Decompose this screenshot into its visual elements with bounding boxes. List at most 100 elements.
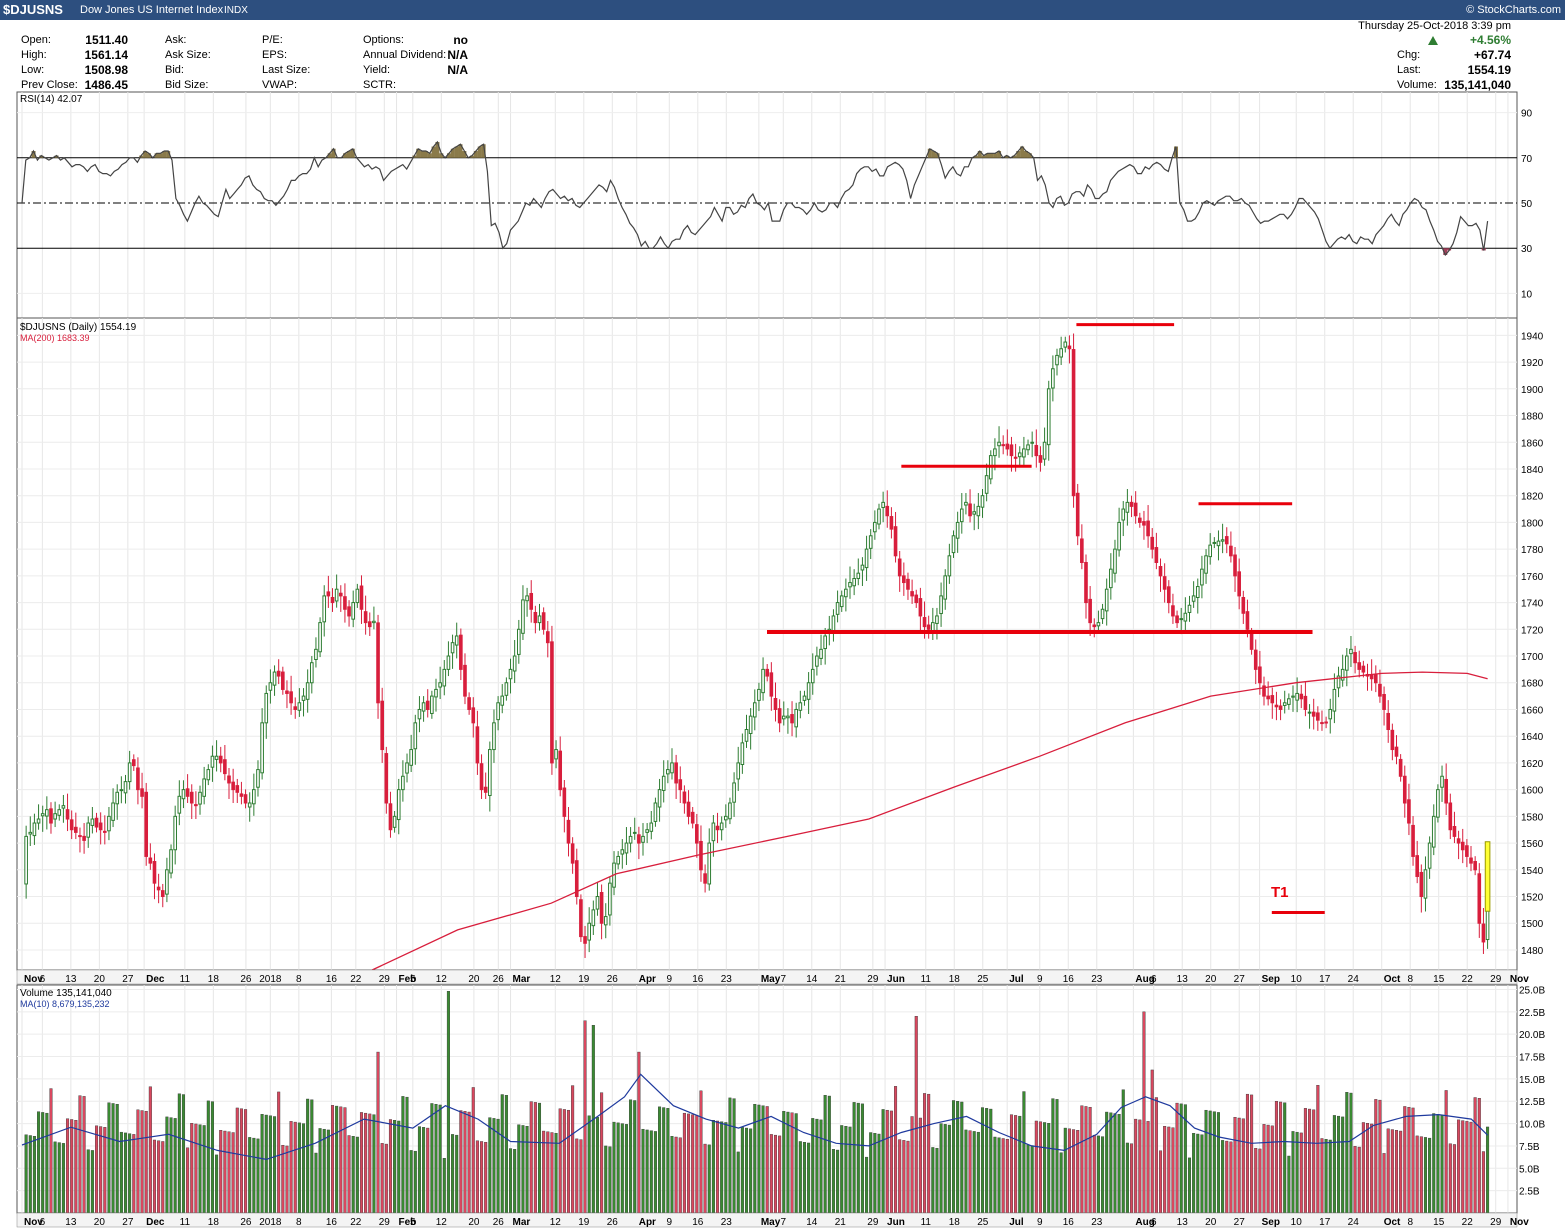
candle-body: [1216, 540, 1221, 547]
candle-body: [1373, 674, 1378, 684]
volume-bar: [674, 1136, 678, 1214]
volume-bar: [32, 1136, 36, 1214]
candle-body: [425, 700, 430, 710]
volume-bar: [711, 1120, 715, 1214]
candle-body: [1390, 729, 1395, 751]
candle-body: [28, 831, 33, 835]
candle-body: [682, 791, 687, 804]
volume-bar: [484, 1142, 488, 1214]
rsi-overbought-fill: [343, 153, 348, 158]
volume-bar: [99, 1126, 103, 1214]
candle-body: [1100, 608, 1105, 620]
volume-bar: [422, 1127, 426, 1214]
volume-bar: [1423, 1137, 1427, 1214]
candle-body: [140, 788, 144, 797]
last-value: 1554.19: [1467, 63, 1511, 77]
price-frame: [16, 317, 1518, 971]
volume-bar: [521, 1125, 525, 1214]
volume-bar: [1440, 1114, 1444, 1214]
volume-bar: [836, 1149, 840, 1214]
candle-body: [1034, 444, 1039, 457]
bid-size-label: Bid Size:: [165, 79, 209, 91]
volume-bar: [1018, 1115, 1022, 1214]
candle-body: [376, 622, 380, 704]
low-label: Low:: [21, 64, 45, 76]
candle-body: [305, 682, 310, 700]
candle-body: [504, 682, 509, 696]
rsi-overbought-fill: [416, 148, 421, 158]
x-tick-label: 19: [578, 1217, 590, 1228]
candle-body: [392, 815, 397, 828]
price-tick-label: 1540: [1521, 866, 1544, 877]
candle-body: [968, 503, 972, 517]
candle-body: [690, 811, 695, 824]
brand-logo[interactable]: © StockCharts.com: [1466, 4, 1561, 16]
candle-body: [1328, 708, 1333, 720]
volume-bar: [82, 1096, 86, 1214]
volume-bar: [161, 1141, 165, 1214]
candle-body: [1386, 712, 1391, 731]
candle-body: [372, 620, 376, 624]
volume-bar: [546, 1131, 550, 1214]
price-tick-label: 1640: [1521, 732, 1544, 743]
candle-body: [1465, 845, 1469, 857]
candle-body: [1448, 802, 1453, 831]
rsi-overbought-fill: [450, 148, 455, 158]
volume-bar: [1283, 1102, 1287, 1214]
candle-body: [1477, 873, 1482, 924]
candle-body: [976, 505, 981, 517]
candle-body: [1204, 555, 1208, 574]
volume-bar: [1481, 1151, 1485, 1214]
candle-body: [1320, 722, 1324, 725]
volume-bar: [210, 1101, 214, 1214]
volume-bar: [1303, 1108, 1307, 1214]
panel-labels: RSI(14) 42.07 $DJUSNS (Daily) 1554.19 MA…: [20, 94, 1289, 1009]
volume-bar: [509, 1148, 513, 1214]
volume-bar: [103, 1127, 107, 1214]
volume-bar: [37, 1111, 41, 1214]
volume-bar: [264, 1114, 268, 1214]
candle-body: [243, 794, 248, 804]
volume-bar: [1130, 1143, 1134, 1214]
rsi-tick-label: 10: [1521, 289, 1533, 300]
volume-bar: [840, 1125, 844, 1214]
candle-body: [111, 802, 115, 821]
volume-bar: [604, 1145, 608, 1214]
volume-bar: [935, 1147, 939, 1214]
candle-body: [744, 729, 749, 742]
x-tick-label: 27: [122, 1217, 134, 1228]
x-tick-label: 12: [436, 974, 448, 985]
x-tick-label: 24: [1348, 1217, 1360, 1228]
rsi-panel-label: RSI(14) 42.07: [20, 94, 83, 105]
volume-bar: [558, 1108, 562, 1214]
volume-bar: [695, 1115, 699, 1214]
candle-body: [860, 564, 865, 571]
volume-bar: [600, 1092, 604, 1214]
x-tick-label: 26: [240, 974, 252, 985]
candle-body: [1129, 501, 1134, 507]
candle-body: [939, 595, 943, 615]
candle-body: [906, 578, 910, 590]
volume-bar: [1461, 1120, 1465, 1214]
candle-body: [185, 788, 190, 797]
volume-bar: [393, 1120, 397, 1214]
x-tick-label: Jun: [887, 1217, 905, 1228]
candle-body: [289, 691, 293, 704]
price-tick-label: 1880: [1521, 412, 1544, 423]
rsi-overbought-fill: [39, 155, 44, 158]
volume-bar: [123, 1132, 128, 1214]
x-tick-label: 8: [1407, 1217, 1413, 1228]
prev-close-label: Prev Close:: [21, 79, 78, 91]
volume-bar: [463, 1111, 467, 1214]
x-tick-label: 16: [692, 974, 704, 985]
prev-close-value: 1486.45: [84, 78, 128, 92]
x-tick-label: 26: [607, 1217, 619, 1228]
x-tick-label: Dec: [146, 1217, 165, 1228]
candle-body: [1001, 444, 1005, 447]
price-tick-label: 1560: [1521, 839, 1544, 850]
volume-bar: [865, 1156, 869, 1214]
volume-bar: [1200, 1134, 1204, 1214]
candle-body: [136, 767, 140, 791]
candle-body: [1398, 758, 1403, 777]
volume-bar: [881, 1109, 885, 1214]
